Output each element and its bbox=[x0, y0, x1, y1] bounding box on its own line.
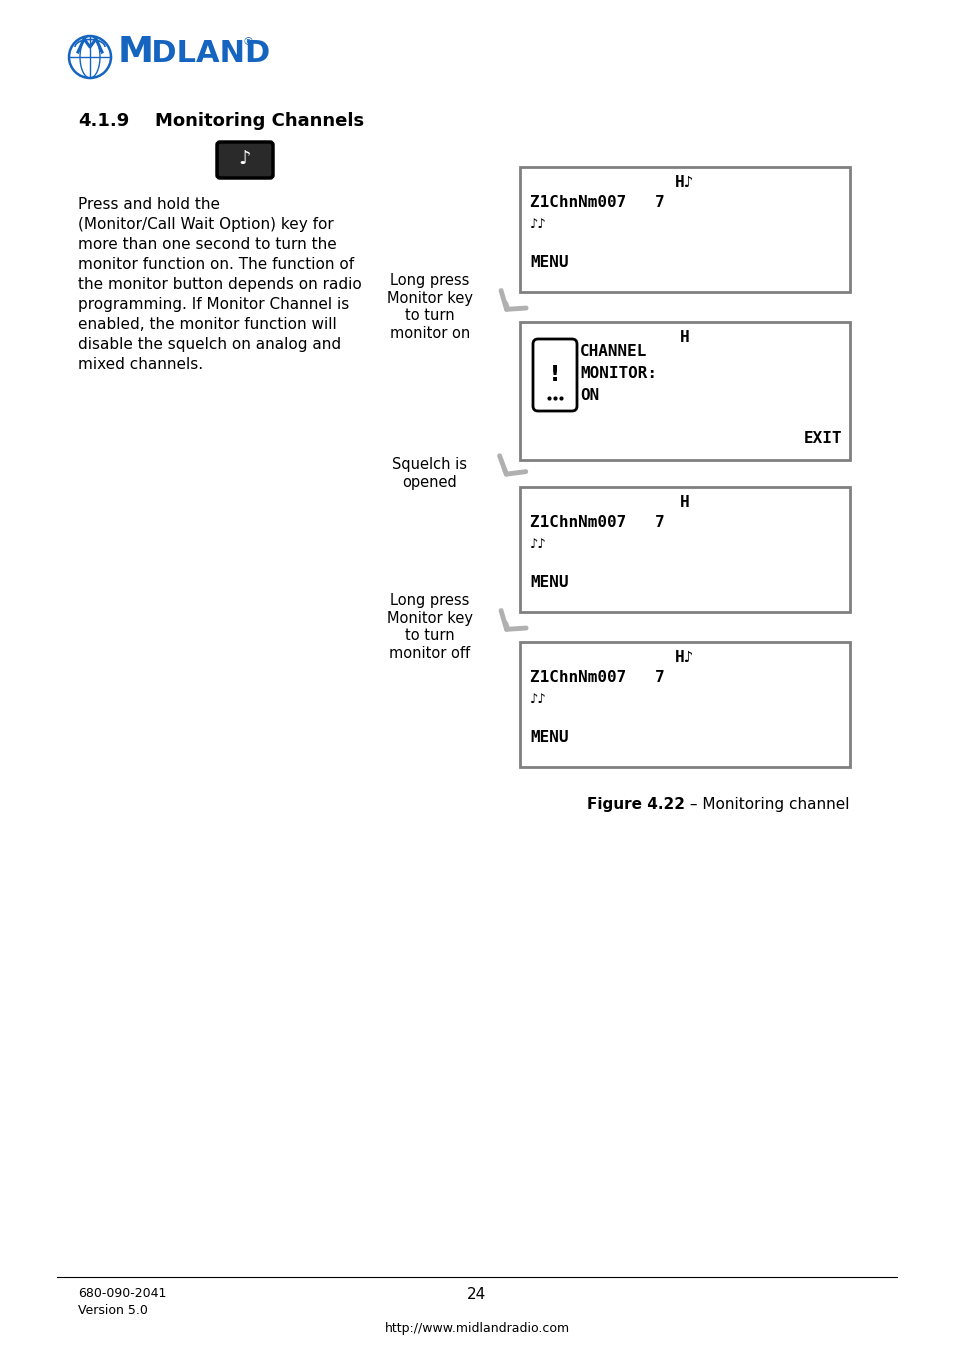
Text: monitor function on. The function of: monitor function on. The function of bbox=[78, 257, 354, 272]
Text: disable the squelch on analog and: disable the squelch on analog and bbox=[78, 337, 341, 352]
Text: M: M bbox=[118, 35, 153, 69]
Text: H♪: H♪ bbox=[675, 650, 694, 665]
Text: http://www.midlandradio.com: http://www.midlandradio.com bbox=[384, 1322, 569, 1334]
Text: 680-090-2041: 680-090-2041 bbox=[78, 1287, 166, 1301]
Text: MENU: MENU bbox=[530, 730, 568, 745]
Text: ♪♪: ♪♪ bbox=[530, 692, 546, 706]
Text: !: ! bbox=[549, 365, 559, 385]
Text: ON: ON bbox=[579, 388, 598, 403]
FancyBboxPatch shape bbox=[216, 142, 273, 178]
Text: – Monitoring channel: – Monitoring channel bbox=[684, 796, 848, 813]
Text: Press and hold the: Press and hold the bbox=[78, 197, 220, 212]
Text: MONITOR:: MONITOR: bbox=[579, 366, 657, 381]
Text: Long press
Monitor key
to turn
monitor off: Long press Monitor key to turn monitor o… bbox=[387, 594, 473, 661]
Text: H: H bbox=[679, 495, 689, 510]
FancyBboxPatch shape bbox=[533, 339, 577, 411]
FancyBboxPatch shape bbox=[519, 322, 849, 460]
Text: IDLAND: IDLAND bbox=[140, 38, 270, 68]
Text: CHANNEL: CHANNEL bbox=[579, 343, 647, 360]
Text: Z1ChnNm007   7: Z1ChnNm007 7 bbox=[530, 671, 664, 685]
Text: MENU: MENU bbox=[530, 256, 568, 270]
Text: Monitoring Channels: Monitoring Channels bbox=[154, 112, 364, 130]
Text: MENU: MENU bbox=[530, 575, 568, 589]
Text: Z1ChnNm007   7: Z1ChnNm007 7 bbox=[530, 195, 664, 210]
Text: Long press
Monitor key
to turn
monitor on: Long press Monitor key to turn monitor o… bbox=[387, 273, 473, 341]
FancyBboxPatch shape bbox=[519, 487, 849, 612]
Text: Z1ChnNm007   7: Z1ChnNm007 7 bbox=[530, 515, 664, 530]
Text: ®: ® bbox=[243, 37, 253, 47]
Text: enabled, the monitor function will: enabled, the monitor function will bbox=[78, 316, 336, 333]
Text: Figure 4.22: Figure 4.22 bbox=[586, 796, 684, 813]
Text: mixed channels.: mixed channels. bbox=[78, 357, 203, 372]
Text: more than one second to turn the: more than one second to turn the bbox=[78, 237, 336, 251]
Text: programming. If Monitor Channel is: programming. If Monitor Channel is bbox=[78, 297, 349, 312]
Text: ♪♪: ♪♪ bbox=[530, 218, 546, 231]
Text: ♪♪: ♪♪ bbox=[530, 537, 546, 552]
Text: ♪: ♪ bbox=[238, 150, 251, 169]
Text: EXIT: EXIT bbox=[802, 431, 841, 446]
Text: H♪: H♪ bbox=[675, 174, 694, 191]
Text: 24: 24 bbox=[467, 1287, 486, 1302]
Text: (Monitor/Call Wait Option) key for: (Monitor/Call Wait Option) key for bbox=[78, 218, 334, 233]
Text: H: H bbox=[679, 330, 689, 345]
Text: 4.1.9: 4.1.9 bbox=[78, 112, 129, 130]
FancyBboxPatch shape bbox=[519, 168, 849, 292]
Text: the monitor button depends on radio: the monitor button depends on radio bbox=[78, 277, 361, 292]
FancyBboxPatch shape bbox=[519, 642, 849, 767]
Text: Version 5.0: Version 5.0 bbox=[78, 1303, 148, 1317]
Text: Squelch is
opened: Squelch is opened bbox=[392, 457, 467, 489]
